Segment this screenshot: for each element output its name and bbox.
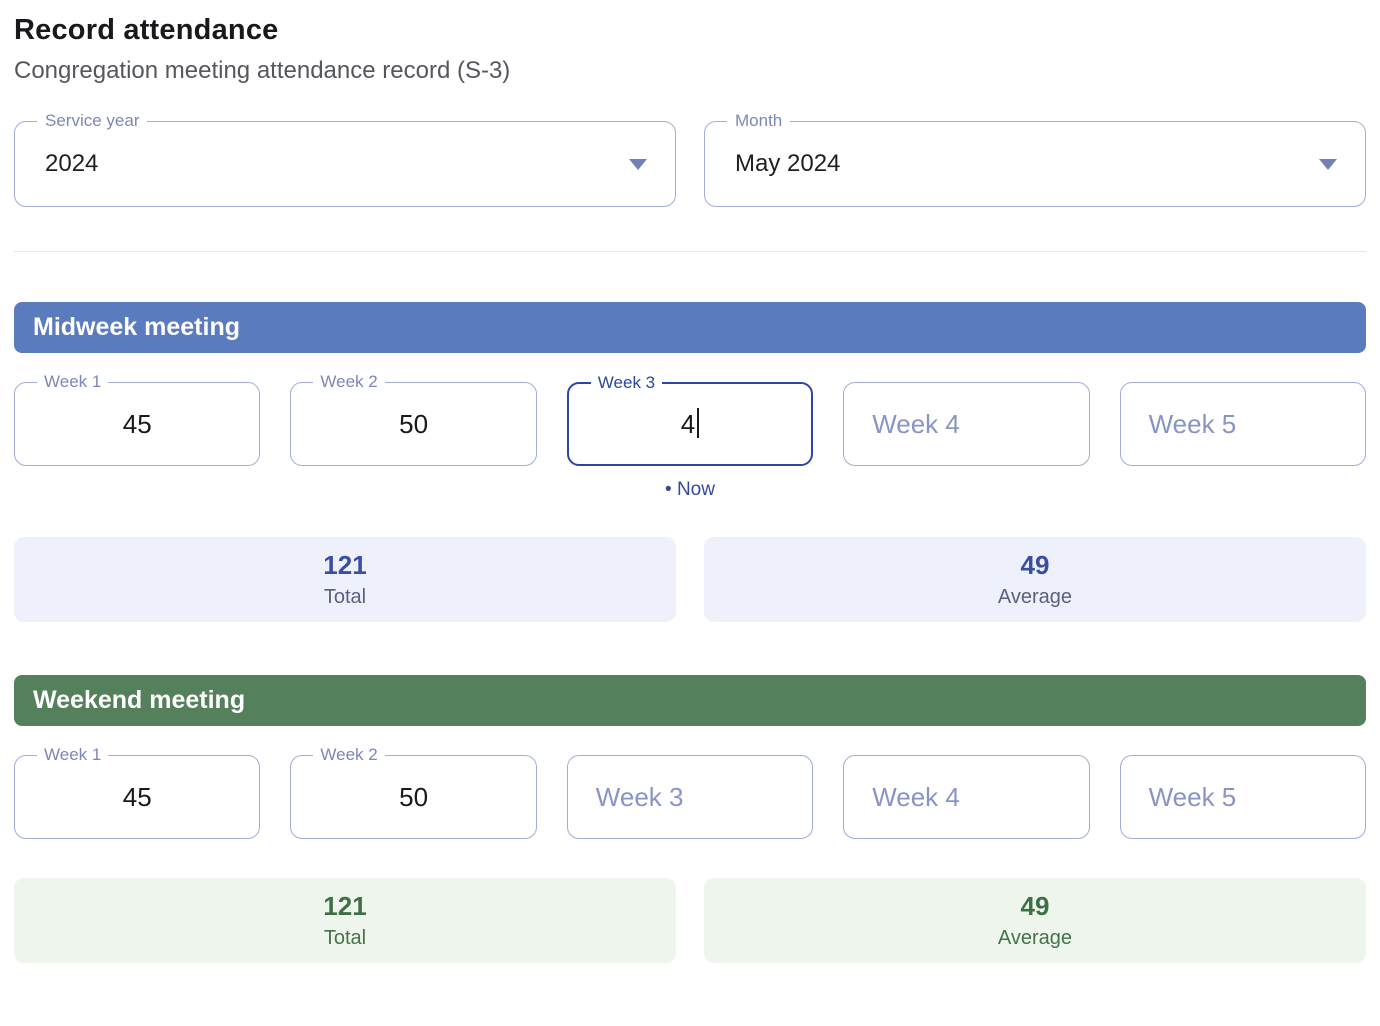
page-subtitle: Congregation meeting attendance record (…: [14, 57, 511, 84]
midweek-total-value: 121: [323, 550, 367, 580]
midweek-week-2-label: Week 2: [313, 372, 385, 392]
midweek-week-2-input[interactable]: Week 2 50: [290, 372, 537, 466]
text-caret: [697, 408, 700, 438]
weekend-week-3-placeholder: Week 3: [595, 781, 684, 812]
midweek-week-4-input[interactable]: Week 4: [843, 382, 1090, 466]
midweek-section-header: Midweek meeting: [14, 302, 1366, 353]
midweek-week-1-label: Week 1: [37, 372, 109, 392]
midweek-hint-row: • Now: [14, 479, 1366, 501]
midweek-average-label: Average: [997, 586, 1073, 608]
weekend-week-4-placeholder: Week 4: [872, 781, 960, 812]
weekend-week-1-label: Week 1: [37, 745, 109, 765]
weekend-average-value: 49: [1020, 891, 1050, 921]
midweek-total-label: Total: [323, 586, 367, 608]
midweek-section-title: Midweek meeting: [33, 313, 240, 341]
midweek-week-3-value: 4: [681, 408, 700, 440]
midweek-week-4-placeholder: Week 4: [872, 408, 960, 439]
midweek-week-3-label: Week 3: [590, 373, 663, 393]
record-attendance-page: Record attendance Congregation meeting a…: [0, 14, 1380, 963]
midweek-total-box: 121 Total: [14, 537, 676, 622]
weekend-week-1-value: 45: [122, 781, 152, 812]
midweek-average-value: 49: [1020, 550, 1050, 580]
weekend-week-2-label: Week 2: [313, 745, 385, 765]
divider: [14, 251, 1366, 252]
weekend-week-4-input[interactable]: Week 4: [843, 755, 1090, 839]
midweek-week-1-value: 45: [122, 408, 152, 439]
weekend-section-title: Weekend meeting: [33, 686, 246, 714]
weekend-week-2-input[interactable]: Week 2 50: [290, 745, 537, 839]
page-title: Record attendance: [14, 14, 279, 46]
weekend-total-value: 121: [323, 891, 367, 921]
midweek-summary-row: 121 Total 49 Average: [14, 537, 1366, 622]
midweek-week-5-input[interactable]: Week 5: [1119, 382, 1366, 466]
month-label: Month: [727, 111, 791, 131]
weekend-week-3-input[interactable]: Week 3: [566, 755, 814, 839]
now-hint: • Now: [665, 479, 715, 500]
service-year-select[interactable]: Service year 2024: [14, 111, 676, 207]
weekend-average-box: 49 Average: [704, 878, 1366, 963]
weekend-weeks-row: Week 1 45 Week 2 50 Week 3 Week 4 Week 5: [14, 745, 1366, 839]
weekend-week-2-value: 50: [399, 781, 429, 812]
service-year-value: 2024: [45, 150, 99, 177]
dropdown-arrow-icon: [1319, 159, 1337, 170]
weekend-week-1-input[interactable]: Week 1 45: [14, 745, 261, 839]
midweek-weeks-row: Week 1 45 Week 2 50 Week 3 4 Week 4 Week…: [14, 372, 1366, 466]
service-year-label: Service year: [37, 111, 148, 131]
weekend-week-5-input[interactable]: Week 5: [1119, 755, 1366, 839]
midweek-week-2-value: 50: [399, 408, 429, 439]
midweek-week-3-input[interactable]: Week 3 4: [566, 373, 814, 466]
midweek-week-5-placeholder: Week 5: [1148, 408, 1237, 439]
weekend-total-label: Total: [323, 927, 367, 949]
midweek-week-1-input[interactable]: Week 1 45: [14, 372, 261, 466]
dropdown-arrow-icon: [629, 159, 647, 170]
weekend-total-box: 121 Total: [14, 878, 676, 963]
weekend-summary-row: 121 Total 49 Average: [14, 878, 1366, 963]
month-value: May 2024: [735, 150, 841, 177]
weekend-average-label: Average: [997, 927, 1073, 949]
month-select[interactable]: Month May 2024: [704, 111, 1366, 207]
midweek-average-box: 49 Average: [704, 537, 1366, 622]
weekend-week-5-placeholder: Week 5: [1148, 781, 1237, 812]
weekend-section-header: Weekend meeting: [14, 675, 1366, 726]
filters-row: Service year 2024 Month May 2024: [14, 111, 1366, 207]
